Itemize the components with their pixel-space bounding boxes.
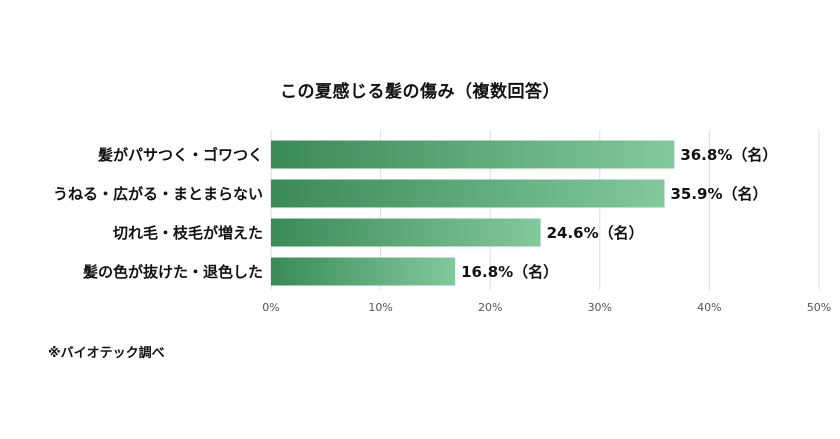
bar xyxy=(271,257,456,286)
category-label: うねる・広がる・まとまらない xyxy=(53,185,263,203)
value-label: 36.8%（名） xyxy=(680,146,777,164)
x-tick-label: 20% xyxy=(478,301,502,314)
bar xyxy=(271,140,675,169)
source-note: ※バイオテック調べ xyxy=(48,346,165,361)
x-tick-label: 10% xyxy=(368,301,392,314)
x-axis-ticks: 0% 10% 20% 30% 40% 50% xyxy=(262,301,831,314)
bars xyxy=(271,140,675,286)
x-tick-label: 50% xyxy=(807,301,831,314)
value-label: 24.6%（名） xyxy=(547,224,644,242)
category-label: 髪がパサつく・ゴワつく xyxy=(97,146,263,164)
value-label: 16.8%（名） xyxy=(461,263,558,281)
x-tick-label: 40% xyxy=(697,301,721,314)
category-label: 髪の色が抜けた・退色した xyxy=(82,263,263,281)
bar xyxy=(271,218,541,247)
category-labels: 髪がパサつく・ゴワつくうねる・広がる・まとまらない切れ毛・枝毛が増えた髪の色が抜… xyxy=(53,146,263,281)
bar xyxy=(271,179,665,208)
value-label: 35.9%（名） xyxy=(670,185,767,203)
category-label: 切れ毛・枝毛が増えた xyxy=(113,224,263,242)
x-tick-label: 0% xyxy=(262,301,279,314)
x-tick-label: 30% xyxy=(588,301,612,314)
value-labels: 36.8%（名） 35.9%（名） 24.6%（名） 16.8%（名） xyxy=(461,146,777,281)
chart-title: この夏感じる髪の傷み（複数回答） xyxy=(280,82,560,102)
